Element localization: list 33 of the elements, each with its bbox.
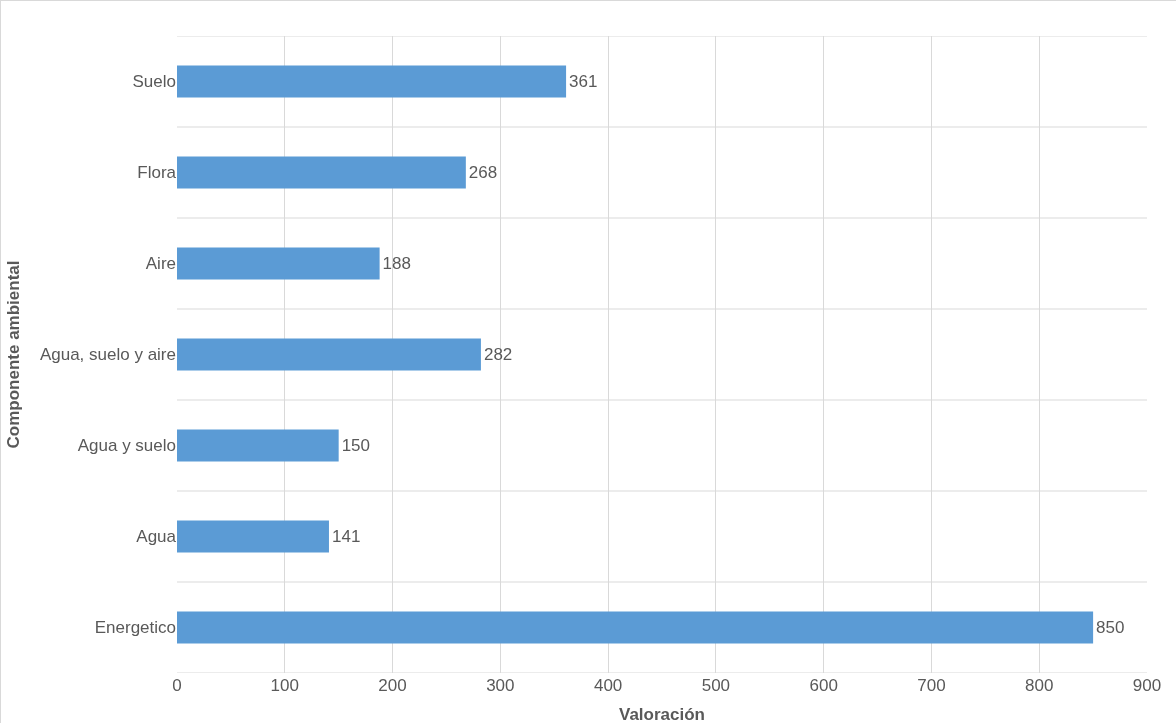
y-axis-title: Componente ambiental <box>4 260 24 449</box>
x-tick-label: 900 <box>1132 676 1162 695</box>
x-axis-title: Valoración <box>619 705 705 723</box>
bar <box>177 338 481 371</box>
y-tick-label: Agua y suelo <box>77 436 176 456</box>
bar <box>177 520 329 553</box>
data-label: 141 <box>331 527 361 546</box>
bar <box>177 429 339 462</box>
x-tick-label: 600 <box>809 676 838 695</box>
y-tick-label: Agua <box>136 527 177 547</box>
y-tick-label: Suelo <box>132 72 176 92</box>
bar <box>177 247 380 280</box>
x-tick-label: 700 <box>917 676 946 695</box>
bar <box>177 156 466 189</box>
x-tick-label: 300 <box>486 676 515 695</box>
bar <box>177 65 567 98</box>
data-label: 282 <box>483 345 513 365</box>
x-tick-label: 500 <box>701 676 731 695</box>
x-tick-label: 100 <box>270 676 299 695</box>
data-label: 268 <box>468 163 498 182</box>
data-label: 361 <box>569 72 598 92</box>
data-label: 850 <box>1096 618 1125 637</box>
bar <box>177 611 1094 644</box>
x-tick-label: 0 <box>172 676 182 695</box>
y-tick-label: Agua, suelo y aire <box>39 345 176 365</box>
x-tick-label: 200 <box>378 676 407 695</box>
y-tick-label: Aire <box>145 254 176 274</box>
x-tick-label: 400 <box>593 676 623 695</box>
data-label: 188 <box>382 254 411 274</box>
x-tick-label: 800 <box>1025 676 1054 695</box>
data-label: 150 <box>341 436 371 456</box>
y-tick-label: Energetico <box>94 618 176 638</box>
y-tick-label: Flora <box>137 163 177 183</box>
